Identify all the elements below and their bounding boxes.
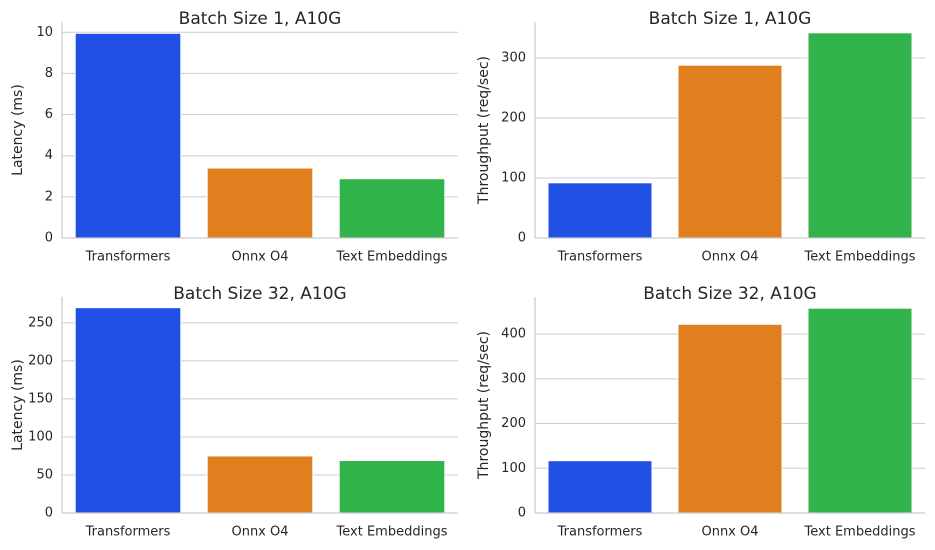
- bar: [807, 307, 913, 514]
- y-tick-label: 4: [45, 148, 53, 163]
- y-tick-label: 2: [45, 189, 53, 204]
- y-tick-label: 100: [28, 429, 53, 444]
- y-tick-label: 6: [45, 107, 53, 122]
- y-tick-label: 250: [28, 315, 53, 330]
- x-tick-label: Onnx O4: [231, 250, 288, 265]
- y-tick-label: 0: [45, 506, 53, 521]
- bar: [338, 460, 446, 514]
- y-tick-label: 300: [501, 371, 526, 386]
- x-tick-label: Transformers: [85, 250, 171, 265]
- subplot-title: Batch Size 1, A10G: [649, 9, 812, 29]
- y-tick-label: 10: [36, 25, 53, 40]
- x-tick-label: Onnx O4: [231, 525, 288, 540]
- x-tick-label: Transformers: [557, 250, 643, 265]
- y-tick-label: 0: [518, 506, 526, 521]
- y-axis-label: Throughput (req/sec): [476, 56, 492, 205]
- subplot-title: Batch Size 32, A10G: [173, 284, 346, 304]
- y-tick-label: 50: [36, 467, 53, 482]
- bar: [206, 167, 314, 239]
- y-axis-label: Throughput (req/sec): [476, 331, 492, 480]
- y-tick-label: 0: [518, 231, 526, 246]
- bar: [206, 455, 314, 514]
- x-tick-label: Onnx O4: [701, 250, 758, 265]
- bar: [677, 64, 783, 239]
- y-tick-label: 200: [28, 353, 53, 368]
- bar: [74, 32, 182, 239]
- x-tick-label: Text Embeddings: [804, 250, 916, 265]
- y-tick-label: 400: [501, 327, 526, 342]
- x-tick-label: Onnx O4: [701, 525, 758, 540]
- y-tick-label: 8: [45, 66, 53, 81]
- y-tick-label: 150: [28, 391, 53, 406]
- y-axis-label: Latency (ms): [10, 359, 26, 451]
- y-tick-label: 200: [501, 111, 526, 126]
- bar: [74, 307, 182, 514]
- subplot-title: Batch Size 32, A10G: [643, 284, 816, 304]
- y-tick-label: 300: [501, 51, 526, 66]
- x-tick-label: Text Embeddings: [804, 525, 916, 540]
- bar: [338, 178, 446, 239]
- bar: [677, 323, 783, 514]
- bar: [547, 182, 653, 239]
- y-axis-label: Latency (ms): [10, 84, 26, 176]
- bar: [547, 460, 653, 514]
- y-tick-label: 100: [501, 171, 526, 186]
- x-tick-label: Text Embeddings: [336, 250, 448, 265]
- x-tick-label: Text Embeddings: [336, 525, 448, 540]
- bar: [807, 32, 913, 239]
- x-tick-label: Transformers: [85, 525, 171, 540]
- x-tick-label: Transformers: [557, 525, 643, 540]
- subplot-title: Batch Size 1, A10G: [179, 9, 342, 29]
- y-tick-label: 0: [45, 231, 53, 246]
- y-tick-label: 100: [501, 461, 526, 476]
- y-tick-label: 200: [501, 416, 526, 431]
